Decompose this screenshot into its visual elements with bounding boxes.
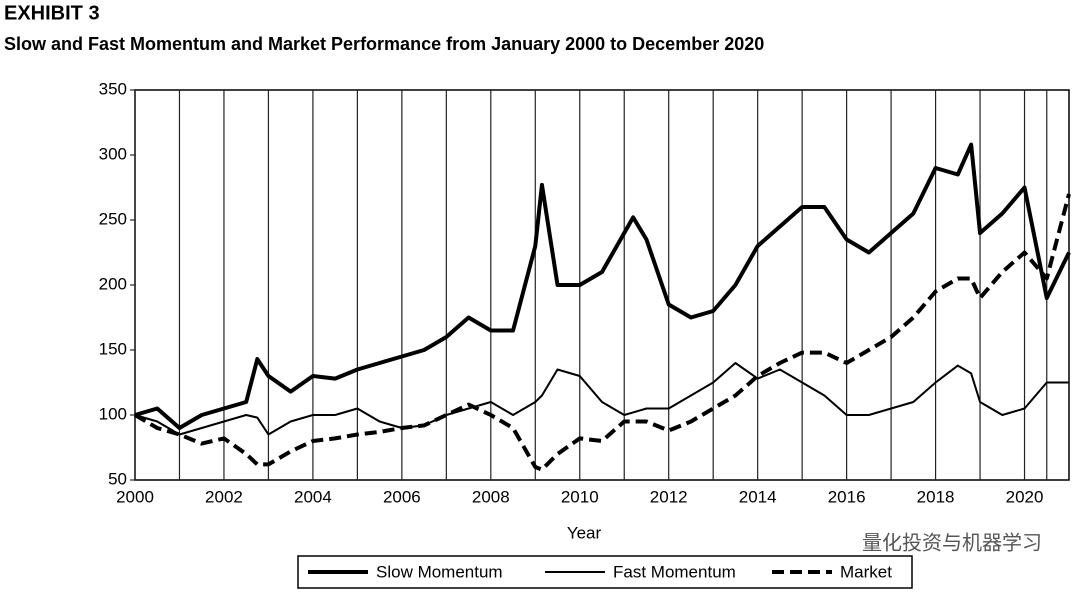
x-tick-label: 2006 — [383, 487, 421, 506]
chart-subtitle: Slow and Fast Momentum and Market Perfor… — [4, 34, 764, 54]
legend-box — [297, 555, 913, 589]
x-tick-label: 2004 — [294, 487, 332, 506]
x-tick-label: 2000 — [116, 487, 154, 506]
legend-label: Slow Momentum — [376, 562, 503, 581]
x-tick-label: 2018 — [917, 487, 955, 506]
y-tick-label: 350 — [99, 79, 127, 98]
watermark: 量化投资与机器学习 — [862, 531, 1042, 554]
legend-label: Fast Momentum — [613, 562, 736, 581]
series-line — [134, 362, 1069, 436]
x-tick-label: 2016 — [828, 487, 866, 506]
x-tick-label: 2012 — [650, 487, 688, 506]
x-axis-label: Year — [567, 523, 602, 542]
y-tick-label: 250 — [99, 209, 127, 228]
series-line — [133, 193, 1071, 472]
chart-title: EXHIBIT 3 — [4, 2, 100, 24]
x-tick-label: 2008 — [472, 487, 510, 506]
legend-label: Market — [840, 562, 892, 581]
y-tick-label: 100 — [99, 404, 127, 423]
x-tick-label: 2014 — [739, 487, 777, 506]
y-tick-label: 150 — [99, 339, 127, 358]
x-tick-label: 2010 — [561, 487, 599, 506]
y-tick-label: 200 — [99, 274, 127, 293]
x-tick-label: 2002 — [205, 487, 243, 506]
series-line — [134, 142, 1071, 430]
y-tick-label: 50 — [108, 469, 127, 488]
y-tick-label: 300 — [99, 144, 127, 163]
plot-frame — [134, 89, 1070, 481]
x-tick-label: 2020 — [1006, 487, 1044, 506]
